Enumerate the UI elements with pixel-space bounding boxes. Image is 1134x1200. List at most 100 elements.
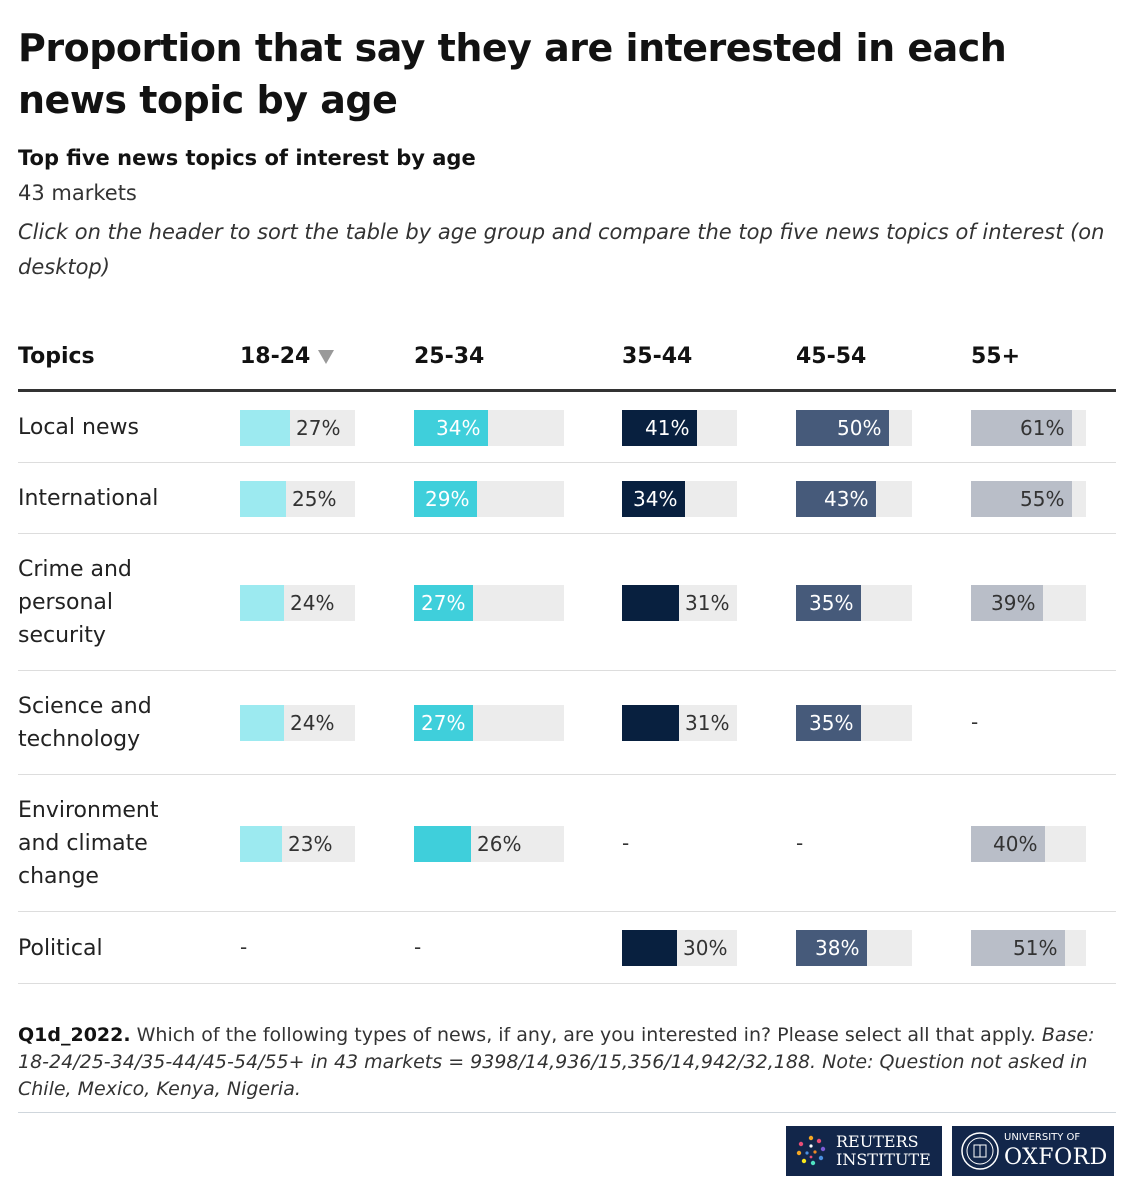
value-label: 31%: [685, 590, 730, 615]
value-cell: 31%: [622, 584, 737, 621]
footnote: Q1d_2022. Which of the following types o…: [18, 1022, 1118, 1103]
column-header-topics[interactable]: Topics: [18, 344, 95, 369]
value-label: 34%: [436, 415, 481, 440]
column-header-18-24[interactable]: 18-24: [240, 344, 335, 369]
footer-divider: [18, 1112, 1116, 1113]
value-label: 50%: [837, 415, 882, 440]
value-cell: 27%: [414, 705, 564, 741]
value-cell: 27%: [414, 584, 564, 621]
value-bar: [622, 705, 679, 741]
value-bar: [796, 409, 889, 446]
column-header-label: Topics: [18, 344, 95, 369]
table-body: Local news 27% 34% 41% 50% 61% International 25…: [18, 392, 1116, 984]
value-cell: 50%: [796, 409, 912, 446]
value-label: 51%: [1013, 936, 1058, 960]
value-label: 34%: [633, 486, 678, 511]
column-header-label: 18-24: [240, 344, 311, 369]
value-label: 55%: [1020, 486, 1065, 511]
value-bar: [622, 584, 679, 621]
base-note: Base: 18-24/25-34/35-44/45-54/55+ in 43 …: [18, 1024, 1095, 1100]
column-header-55plus[interactable]: 55+: [971, 344, 1020, 369]
value-bar: [796, 480, 876, 517]
column-header-label: 25-34: [414, 344, 485, 369]
value-cell: 34%: [622, 480, 737, 517]
value-bar: [414, 409, 488, 446]
value-cell: 25%: [240, 480, 355, 517]
value-label: 29%: [425, 486, 470, 511]
sort-down-icon: [318, 350, 335, 364]
value-cell: 29%: [414, 480, 564, 517]
table-row: Political - - 30% 38% 51%: [18, 912, 1116, 984]
topics-table: Topics 18-24 25-34 35-44 45-54 55+ Local news…: [18, 330, 1116, 984]
value-label: 25%: [292, 486, 337, 511]
column-header-35-44[interactable]: 35-44: [622, 344, 692, 369]
value-label: 23%: [288, 831, 333, 856]
value-cell: 40%: [971, 825, 1086, 862]
oxford-logo: UNIVERSITY OF OXFORD: [952, 1126, 1114, 1176]
table-row: Local news 27% 34% 41% 50% 61%: [18, 392, 1116, 463]
value-cell: 51%: [971, 930, 1086, 966]
topic-label: Local news: [18, 415, 139, 440]
value-label: 35%: [809, 590, 854, 615]
value-bar: [796, 584, 861, 621]
value-label: 61%: [1020, 415, 1065, 440]
value-bar: [240, 480, 286, 517]
no-data-dash: -: [414, 935, 422, 959]
reuters-dots-icon: [796, 1135, 826, 1166]
value-bar: [240, 584, 284, 621]
chart-title: Proportion that say they are interested …: [18, 26, 1007, 122]
value-bar: [414, 705, 473, 741]
value-bar: [414, 825, 471, 862]
column-header-label: 45-54: [796, 344, 867, 369]
value-bar: [240, 825, 282, 862]
value-label: 40%: [993, 831, 1038, 856]
value-cell: 38%: [796, 930, 912, 966]
value-label: 30%: [683, 936, 728, 960]
topic-label: Science and technology: [18, 694, 152, 752]
value-bar: [796, 930, 867, 966]
value-label: 39%: [991, 590, 1036, 615]
table-row: International 25% 29% 34% 43% 55%: [18, 463, 1116, 534]
value-label: 24%: [290, 590, 335, 615]
value-cell: 43%: [796, 480, 912, 517]
value-label: 35%: [809, 711, 854, 735]
column-header-label: 35-44: [622, 344, 693, 369]
value-label: 43%: [824, 486, 869, 511]
topic-label: Political: [18, 935, 103, 961]
value-cell: 24%: [240, 705, 355, 741]
markets-count: 43 markets: [18, 181, 137, 205]
reuters-text: REUTERS INSTITUTE: [836, 1132, 931, 1169]
value-bar: [240, 409, 290, 446]
topic-label: Environment and climate change: [18, 798, 159, 889]
sort-instructions: Click on the header to sort the table by…: [18, 220, 1105, 279]
value-cell: 34%: [414, 409, 564, 446]
no-data-dash: -: [796, 830, 804, 855]
value-bar: [971, 584, 1043, 621]
value-bar: [622, 480, 685, 517]
value-cell: 35%: [796, 584, 912, 621]
topic-label: International: [18, 486, 159, 511]
value-cell: 39%: [971, 584, 1086, 621]
question-id: Q1d_2022.: [18, 1024, 131, 1046]
oxford-seal-icon: [961, 1132, 999, 1170]
value-bar: [971, 409, 1072, 446]
value-cell: 55%: [971, 480, 1086, 517]
question-text: Which of the following types of news, if…: [130, 1024, 1042, 1046]
column-header-45-54[interactable]: 45-54: [796, 344, 866, 369]
value-bar: [414, 584, 473, 621]
value-cell: 61%: [971, 409, 1086, 446]
value-cell: 31%: [622, 705, 737, 741]
no-data-dash: -: [971, 710, 979, 734]
no-data-dash: -: [240, 935, 248, 959]
reuters-institute-logo: REUTERS INSTITUTE: [786, 1126, 942, 1176]
oxford-big-text: OXFORD: [1004, 1145, 1108, 1170]
chart-subtitle: Top five news topics of interest by age: [18, 146, 476, 170]
table-header: Topics 18-24 25-34 35-44 45-54 55+: [18, 330, 1116, 392]
value-bar: [971, 930, 1065, 966]
value-label: 27%: [421, 711, 466, 735]
value-cell: 27%: [240, 409, 355, 446]
value-label: 27%: [296, 415, 341, 440]
column-header-25-34[interactable]: 25-34: [414, 344, 484, 369]
value-bar: [414, 480, 477, 517]
value-bar: [622, 930, 677, 966]
